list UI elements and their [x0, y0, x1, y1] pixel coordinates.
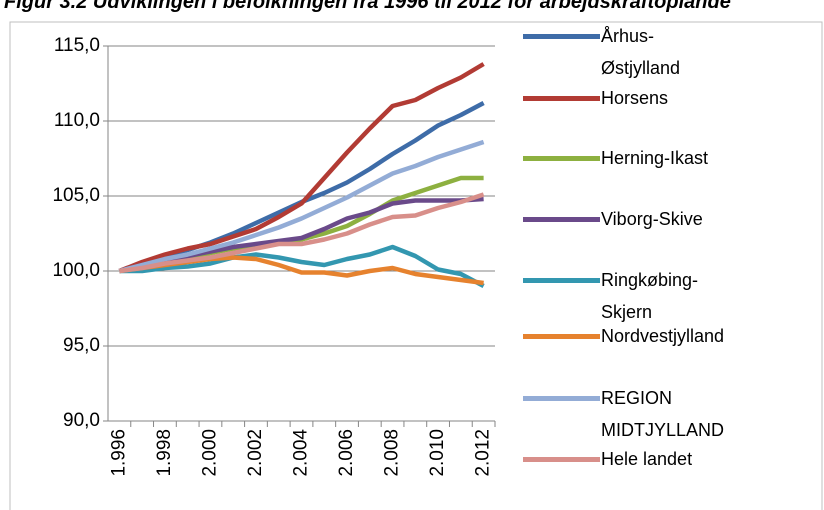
legend-swatch [523, 278, 600, 283]
legend-label: Ringkøbing-Skjern [601, 270, 699, 322]
y-tick-label: 115,0 [54, 35, 100, 56]
legend-swatch [523, 96, 600, 101]
series-line [118, 62, 485, 274]
legend-label: Viborg-Skive [601, 209, 703, 229]
legend-swatch [523, 156, 600, 161]
legend-swatch [523, 34, 600, 39]
series-line [119, 244, 485, 288]
legend-label: Nordvestjylland [601, 326, 725, 346]
legend-label: Herning-Ikast [601, 148, 709, 168]
x-tick-label: 2.002 [245, 429, 266, 477]
x-tick-label: 2.004 [291, 429, 312, 477]
y-tick-label: 90,0 [63, 410, 100, 431]
legend-label: Århus-Østjylland [601, 26, 681, 78]
legend-swatch [523, 457, 600, 462]
x-tick-label: 2.010 [427, 429, 448, 477]
legend-swatch [523, 396, 600, 401]
x-tick-label: 2.000 [199, 429, 220, 477]
x-tick-label: 2.006 [336, 429, 357, 477]
legend-label: Horsens [601, 88, 669, 108]
x-tick-label: 1.996 [108, 429, 129, 477]
legend-swatch [523, 217, 600, 222]
series-line [118, 139, 485, 274]
y-tick-label: 105,0 [52, 185, 100, 206]
x-tick-label: 1.998 [154, 429, 175, 477]
y-tick-label: 110,0 [54, 110, 100, 131]
y-tick-label: 95,0 [63, 335, 100, 356]
legend-swatch [523, 334, 600, 339]
series-line [119, 192, 485, 274]
legend-label: Hele landet [601, 449, 693, 469]
chart-title: Figur 3.2 Udviklingen i befolkningen fra… [4, 0, 731, 13]
legend-label: REGION MIDTJYLLAND [601, 388, 725, 440]
chart-border [9, 21, 823, 510]
y-tick-label: 100,0 [52, 260, 100, 281]
x-tick-label: 2.012 [473, 429, 494, 477]
x-tick-label: 2.008 [382, 429, 403, 477]
